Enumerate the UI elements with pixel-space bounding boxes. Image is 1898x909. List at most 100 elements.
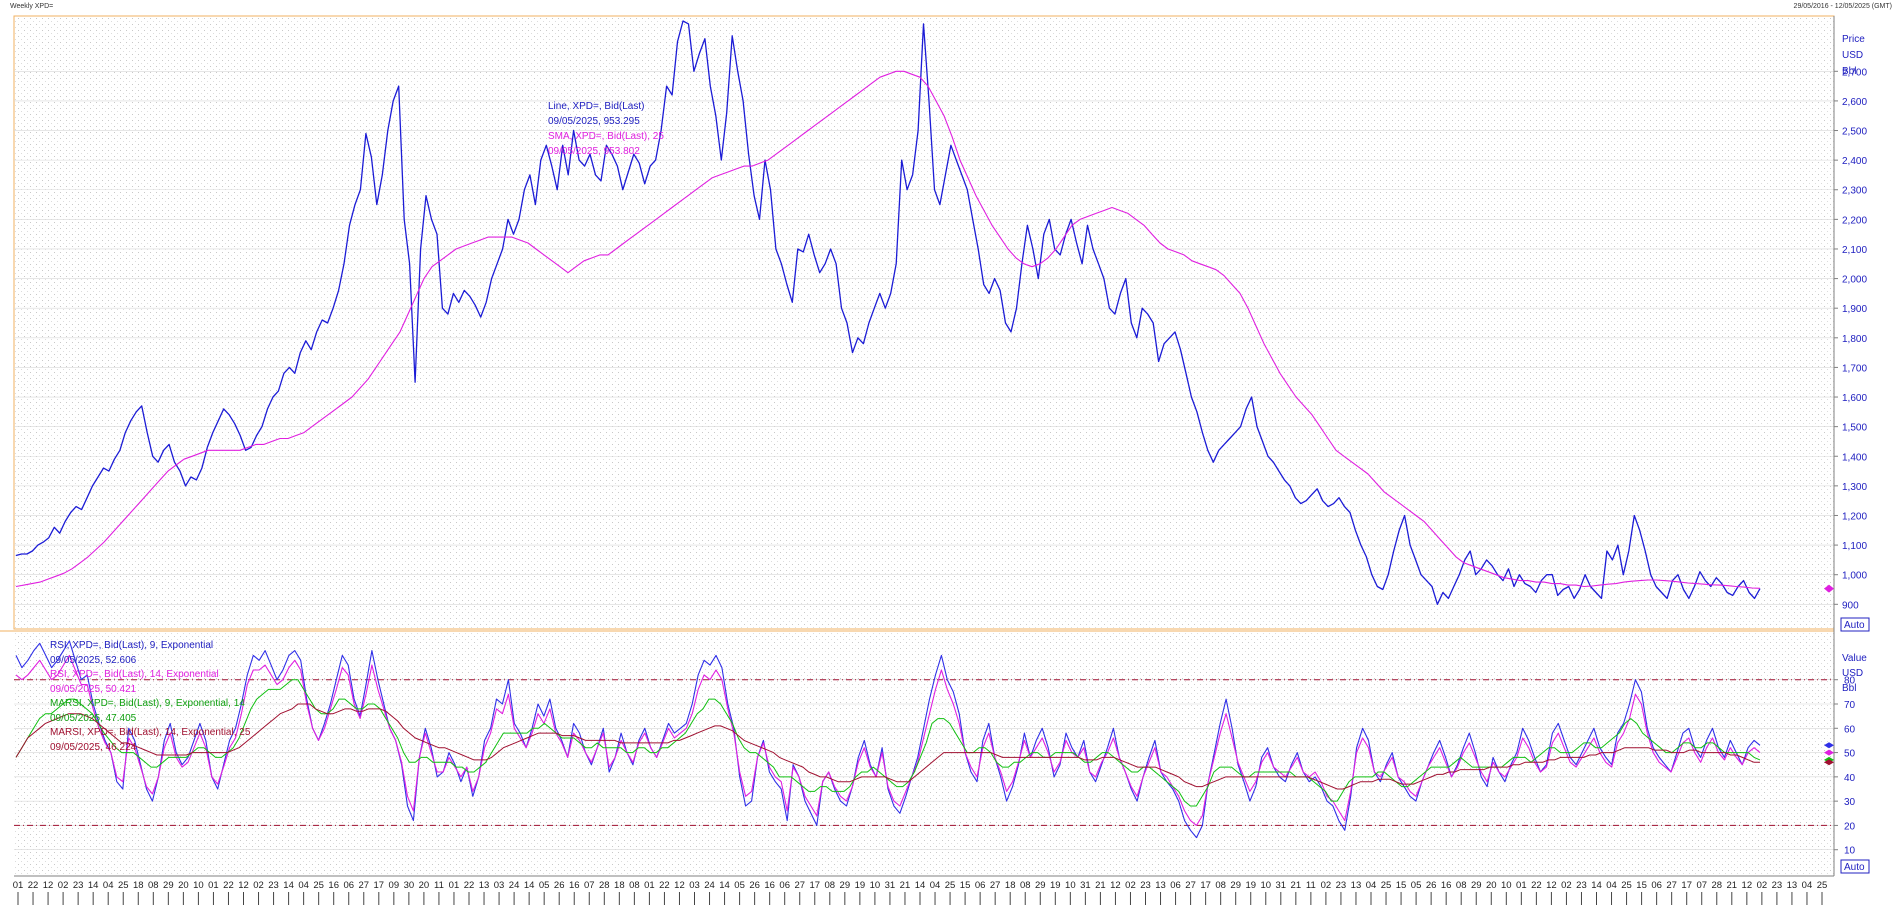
x-axis-label: 16 <box>1441 880 1452 891</box>
right-axis-bg <box>1834 16 1898 876</box>
price-tick-label: 1,700 <box>1842 363 1867 374</box>
price-legend-2: SMA, XPD=, Bid(Last), 25 <box>548 131 664 142</box>
ind-axis-header-0: Value <box>1842 653 1867 664</box>
indicator-auto-label: Auto <box>1844 862 1865 873</box>
x-axis-label: 13 <box>1787 880 1798 891</box>
x-axis-label: 24 <box>509 880 520 891</box>
ind-legend-3: 09/05/2025, 50.421 <box>50 684 137 695</box>
x-axis-label: 01 <box>1516 880 1527 891</box>
last-value-markers <box>1824 584 1834 766</box>
price-tick-label: 2,700 <box>1842 67 1867 78</box>
x-axis-label: 10 <box>1065 880 1076 891</box>
x-axis-label: 01 <box>449 880 460 891</box>
x-axis-label: 17 <box>374 880 385 891</box>
indicator-last-marker <box>1824 749 1834 756</box>
indicator-last-marker <box>1824 759 1834 766</box>
x-axis-labels: 01 22 12 02 23 14 04 25 18 08 29 20 10 01 22 12 02 23 14 04… <box>13 880 1828 891</box>
price-tick-label: 1,000 <box>1842 571 1867 582</box>
ind-legend-5: 09/05/2025, 47.405 <box>50 713 137 724</box>
indicator-last-marker <box>1824 742 1834 749</box>
x-axis-label: 22 <box>223 880 234 891</box>
x-axis-label: 26 <box>554 880 565 891</box>
x-axis-label: 23 <box>268 880 279 891</box>
x-axis-label: 02 <box>1125 880 1136 891</box>
x-axis-label: 04 <box>298 880 309 891</box>
date-range: 29/05/2016 - 12/05/2025 (GMT) <box>1793 3 1892 10</box>
price-axis-header: Price USD Bbl <box>1842 34 1865 77</box>
price-tick-labels: 900 1,000 1,100 1,200 1,300 1,400 1,500 1,600 1,… <box>1834 67 1867 611</box>
price-axis-header-0: Price <box>1842 34 1865 45</box>
x-axis-label: 26 <box>749 880 760 891</box>
x-axis-label: 19 <box>1050 880 1061 891</box>
price-tick-label: 2,000 <box>1842 275 1867 286</box>
price-axis-header-1: USD <box>1842 50 1863 61</box>
x-axis-label: 25 <box>1381 880 1392 891</box>
x-axis-label: 12 <box>238 880 249 891</box>
x-axis-label: 21 <box>1095 880 1106 891</box>
x-axis-label: 06 <box>343 880 354 891</box>
x-axis-label: 23 <box>73 880 84 891</box>
indicator-auto-button[interactable]: Auto <box>1840 859 1870 874</box>
price-legend-1: 09/05/2025, 953.295 <box>548 116 640 127</box>
x-axis-label: 27 <box>794 880 805 891</box>
price-auto-button[interactable]: Auto <box>1840 617 1870 632</box>
x-axis-label: 14 <box>915 880 926 891</box>
x-axis-label: 19 <box>855 880 866 891</box>
x-axis-label: 01 <box>644 880 655 891</box>
x-axis-label: 22 <box>1531 880 1542 891</box>
x-axis-label: 05 <box>1411 880 1422 891</box>
window-title: Weekly XPD= <box>10 3 54 10</box>
x-axis-label: 20 <box>1486 880 1497 891</box>
x-axis-label: 17 <box>809 880 820 891</box>
marsi14-line <box>15 703 1760 790</box>
x-axis-label: 13 <box>1351 880 1362 891</box>
x-axis-label: 25 <box>313 880 324 891</box>
x-axis-label: 22 <box>464 880 475 891</box>
price-tick-label: 2,400 <box>1842 156 1867 167</box>
x-axis-label: 15 <box>960 880 971 891</box>
indicator-tick-label: 30 <box>1844 797 1856 808</box>
x-axis-label: 12 <box>1546 880 1557 891</box>
x-axis-label: 06 <box>1170 880 1181 891</box>
x-axis-label: 24 <box>704 880 715 891</box>
x-axis-label: 22 <box>28 880 39 891</box>
x-axis-label: 12 <box>43 880 54 891</box>
x-axis-label: 28 <box>1711 880 1722 891</box>
ind-axis-header-1: USD <box>1842 668 1863 679</box>
x-axis-label: 02 <box>1757 880 1768 891</box>
x-axis-label: 06 <box>1651 880 1662 891</box>
indicator-tick-labels: 10 20 30 40 50 60 70 80 <box>1834 676 1856 857</box>
ind-legend-2: RSI, XPD=, Bid(Last), 14, Exponential <box>50 669 219 680</box>
x-axis-label: 25 <box>1817 880 1828 891</box>
ind-legend-6: MARSI, XPD=, Bid(Last), 14, Exponential,… <box>50 727 251 738</box>
rsi-bands <box>14 679 1834 826</box>
price-tick-label: 1,300 <box>1842 482 1867 493</box>
x-axis-label: 08 <box>1020 880 1031 891</box>
x-axis-label: 29 <box>163 880 174 891</box>
price-tick-label: 2,600 <box>1842 97 1867 108</box>
x-axis-label: 31 <box>1276 880 1287 891</box>
x-axis-label: 01 <box>13 880 24 891</box>
x-axis-label: 27 <box>1185 880 1196 891</box>
ind-legend-7: 09/05/2025, 46.224 <box>50 742 137 753</box>
price-tick-label: 1,200 <box>1842 511 1867 522</box>
price-tick-label: 1,600 <box>1842 393 1867 404</box>
price-axis-header-2: Bbl <box>1842 66 1856 77</box>
price-panel-bg <box>14 16 1834 629</box>
x-axis-label: 29 <box>1471 880 1482 891</box>
x-axis-label: 06 <box>975 880 986 891</box>
indicator-tick-label: 40 <box>1844 773 1856 784</box>
x-axis-label: 03 <box>689 880 700 891</box>
price-tick-label: 1,400 <box>1842 452 1867 463</box>
price-tick-label: 900 <box>1842 600 1859 611</box>
x-axis-label: 20 <box>419 880 430 891</box>
x-axis-label: 16 <box>764 880 775 891</box>
price-tick-label: 1,900 <box>1842 304 1867 315</box>
x-axis-label: 30 <box>404 880 415 891</box>
price-tick-label: 2,500 <box>1842 127 1867 138</box>
x-axis-label: 23 <box>1140 880 1151 891</box>
x-axis-label: 23 <box>1336 880 1347 891</box>
x-axis-label: 07 <box>1696 880 1707 891</box>
price-gridlines <box>14 71 1834 605</box>
x-axis-label: 20 <box>178 880 189 891</box>
